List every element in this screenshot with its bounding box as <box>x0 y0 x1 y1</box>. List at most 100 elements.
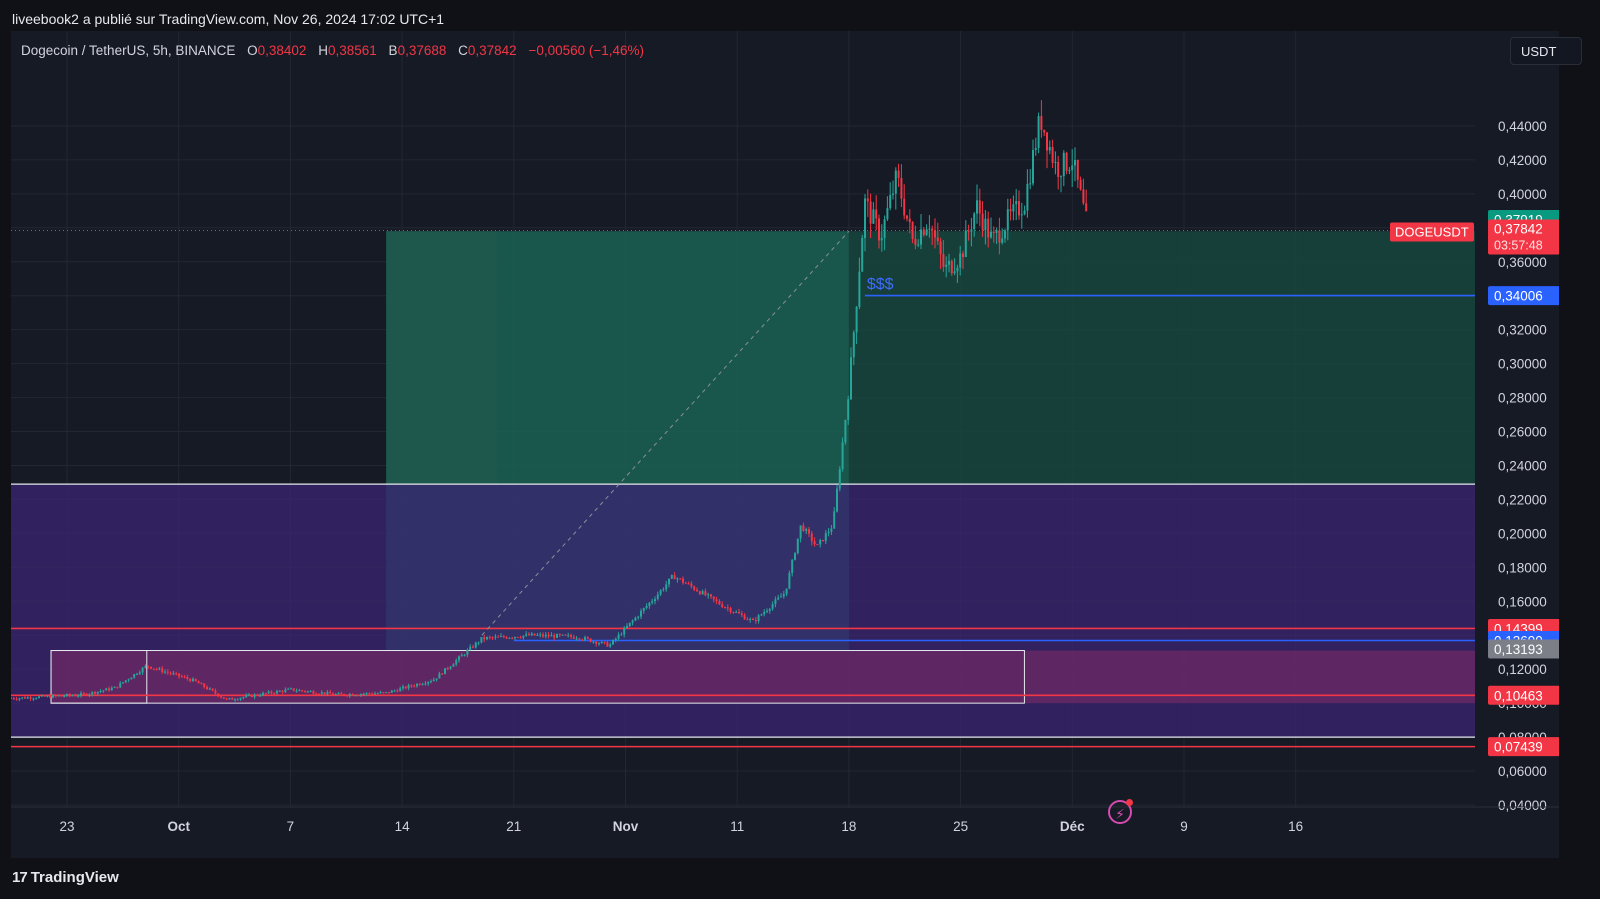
candle-body <box>138 672 141 674</box>
candle-body <box>85 693 88 696</box>
candle-body <box>726 607 729 609</box>
candle-body <box>460 655 463 657</box>
candle-body <box>480 637 483 643</box>
countdown-tag: 03:57:48 <box>1494 238 1543 252</box>
price-chart[interactable]: $$$0,440000,420000,400000,380000,360000,… <box>11 31 1559 858</box>
candle-body <box>108 688 110 691</box>
candle-body <box>446 668 449 670</box>
candle-body <box>861 238 864 272</box>
candle-body <box>525 634 528 636</box>
candle-body <box>973 213 976 230</box>
candle-body <box>592 641 595 643</box>
candle-body <box>847 399 850 420</box>
candle-body <box>116 686 119 688</box>
candle-body <box>1020 214 1023 216</box>
candle-body <box>760 614 763 616</box>
y-tick-label: 0,30000 <box>1498 357 1547 372</box>
candle-body <box>225 698 228 700</box>
candle-body <box>953 271 956 274</box>
candle-body <box>343 693 346 696</box>
candle-body <box>900 177 903 199</box>
level-tag-blue-bg <box>1488 286 1559 306</box>
candle-body <box>774 599 777 605</box>
candle-body <box>595 641 598 644</box>
candle-body <box>18 698 21 700</box>
candle-body <box>838 469 841 489</box>
symbol-name: Dogecoin / TetherUS, 5h, BINANCE <box>21 43 236 58</box>
candle-body <box>735 611 738 613</box>
candle-body <box>805 529 808 531</box>
candle-body <box>802 525 805 531</box>
candle-body <box>1037 116 1040 149</box>
candle-body <box>253 694 256 698</box>
x-tick-label: 11 <box>730 819 744 834</box>
candle-body <box>102 690 105 692</box>
candle-body <box>749 619 752 621</box>
candle-body <box>323 692 326 695</box>
candle-body <box>306 691 309 693</box>
currency-unit-button[interactable]: USDT <box>1510 37 1582 65</box>
candle-body <box>550 635 553 637</box>
candle-body <box>721 604 724 608</box>
y-tick-label: 0,16000 <box>1498 594 1547 609</box>
candle-body <box>301 690 304 692</box>
candle-body <box>519 637 522 639</box>
candle-body <box>256 694 259 696</box>
candle-body <box>600 641 603 644</box>
candle-body <box>976 200 978 214</box>
candle-body <box>1032 150 1034 184</box>
candle-body <box>477 642 480 644</box>
y-tick-label: 0,42000 <box>1498 153 1547 168</box>
candle-body <box>710 594 712 597</box>
tradingview-brand[interactable]: 17 TradingView <box>12 869 119 886</box>
candle-body <box>553 635 556 638</box>
candle-body <box>63 695 66 697</box>
candle-body <box>368 693 371 695</box>
candle-body <box>889 194 892 209</box>
candle-body <box>824 533 827 542</box>
candle-body <box>332 693 334 695</box>
candle-body <box>236 699 239 701</box>
candle-body <box>127 679 130 681</box>
candle-body <box>432 679 435 682</box>
candle-body <box>855 306 858 333</box>
range-box <box>50 650 148 704</box>
candle-body <box>903 198 906 216</box>
candle-body <box>38 696 40 699</box>
candle-body <box>892 193 894 195</box>
zone-green-left <box>386 231 498 485</box>
candle-body <box>586 637 589 639</box>
candle-body <box>290 688 292 690</box>
lightning-icon[interactable]: ⚡ <box>1108 799 1133 824</box>
level-tag-red: 0,10463 <box>1494 688 1543 703</box>
candle-body <box>651 601 654 603</box>
candle-body <box>315 693 318 695</box>
candle-body <box>763 612 766 615</box>
candle-body <box>466 649 469 655</box>
candle-body <box>441 673 444 675</box>
candle-body <box>172 673 175 675</box>
candle-body <box>217 693 220 697</box>
x-tick-label: 16 <box>1288 819 1303 834</box>
candle-body <box>827 531 830 534</box>
candle-body <box>1076 160 1079 180</box>
candle-body <box>858 271 861 307</box>
candle-body <box>491 637 494 639</box>
candle-body <box>990 231 992 238</box>
candle-body <box>581 639 584 641</box>
y-tick-label: 0,22000 <box>1498 492 1547 507</box>
candle-body <box>270 691 273 694</box>
x-tick-label: Nov <box>613 819 639 834</box>
candle-body <box>416 683 418 687</box>
trend-line <box>481 230 850 636</box>
y-tick-label: 0,28000 <box>1498 391 1547 406</box>
candle-body <box>656 594 659 600</box>
candle-body <box>222 697 225 699</box>
ohlc-open-key: O <box>247 43 258 58</box>
candle-body <box>794 553 796 560</box>
candle-body <box>164 671 166 673</box>
candle-body <box>186 676 189 679</box>
candle-body <box>791 559 794 573</box>
candle-body <box>1079 179 1082 190</box>
candle-body <box>917 244 920 246</box>
